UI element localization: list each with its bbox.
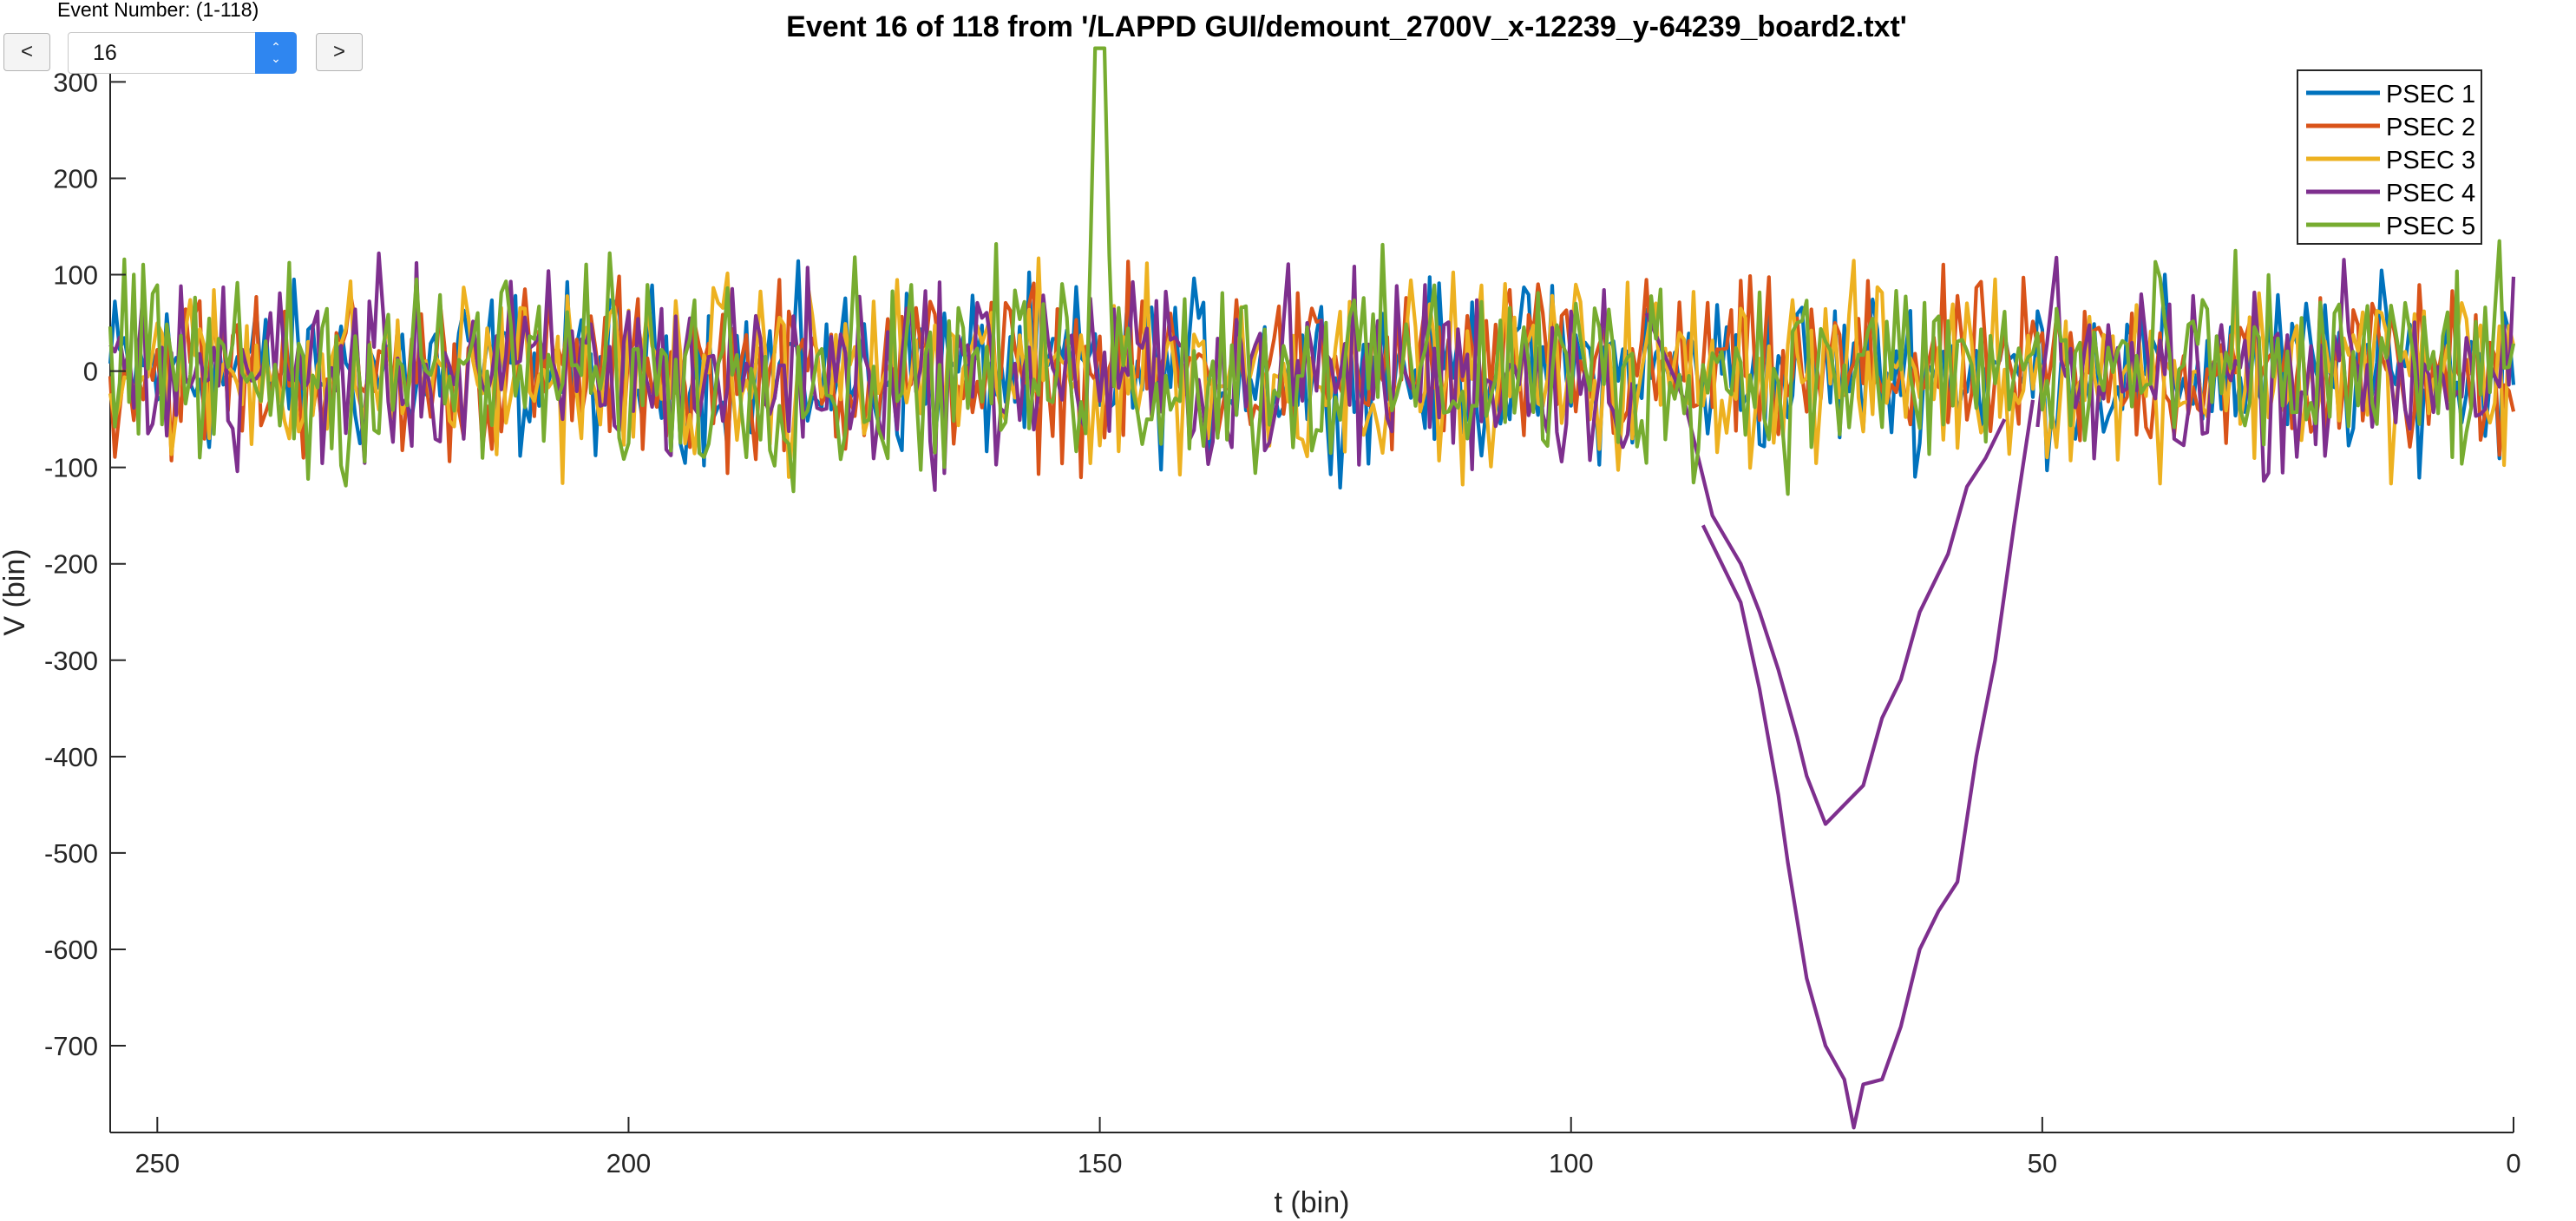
event-number-value[interactable]: 16 xyxy=(93,41,117,65)
y-tick-label: 200 xyxy=(53,163,98,194)
legend-label: PSEC 1 xyxy=(2386,81,2475,108)
legend-label: PSEC 2 xyxy=(2386,114,2475,141)
x-tick-label: 0 xyxy=(2506,1148,2520,1178)
y-axis-label: V (bin) xyxy=(0,548,31,635)
x-tick-label: 100 xyxy=(1549,1148,1594,1178)
y-tick-label: -700 xyxy=(44,1031,98,1061)
spinner-arrows-icon[interactable]: ⌃ ⌄ xyxy=(255,32,297,74)
chevron-down-icon[interactable]: ⌄ xyxy=(271,51,281,65)
chart-title: Event 16 of 118 from '/LAPPD GUI/demount… xyxy=(786,10,1907,43)
y-tick-label: -200 xyxy=(44,549,98,580)
y-tick-label: -400 xyxy=(44,742,98,772)
x-tick-label: 200 xyxy=(606,1148,652,1178)
series-4-pulse xyxy=(1644,312,2007,826)
series-5-line xyxy=(108,46,2516,496)
y-tick-label: -600 xyxy=(44,935,98,965)
y-tick-label: -300 xyxy=(44,646,98,676)
y-tick-label: 0 xyxy=(83,357,98,387)
chevron-up-icon[interactable]: ⌃ xyxy=(271,40,281,54)
legend-label: PSEC 3 xyxy=(2386,147,2475,174)
x-tick-label: 50 xyxy=(2028,1148,2057,1178)
x-tick-label: 150 xyxy=(1078,1148,1123,1178)
x-tick-label: 250 xyxy=(134,1148,180,1178)
y-tick-label: 100 xyxy=(53,260,98,291)
next-event-button[interactable]: > xyxy=(316,33,363,71)
event-number-label: Event Number: (1-118) xyxy=(57,0,259,21)
legend-label: PSEC 4 xyxy=(2386,180,2475,207)
prev-event-button[interactable]: < xyxy=(3,33,50,71)
y-tick-label: -500 xyxy=(44,838,98,869)
series-4-pulse xyxy=(1701,399,2035,1130)
event-number-spinner[interactable]: 16 ⌃ ⌄ xyxy=(68,32,297,74)
y-tick-label: -100 xyxy=(44,453,98,483)
x-axis-label: t (bin) xyxy=(1275,1186,1350,1219)
legend-label: PSEC 5 xyxy=(2386,213,2475,240)
